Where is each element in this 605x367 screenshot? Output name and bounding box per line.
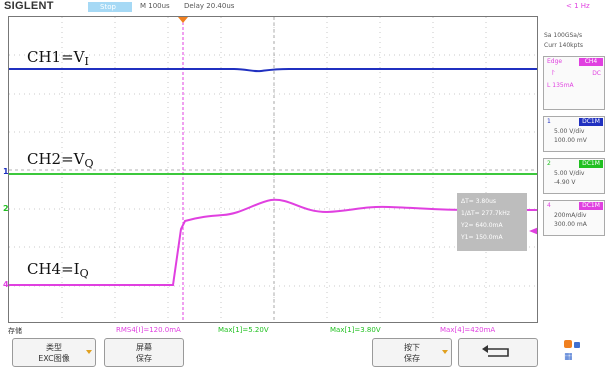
- brand-logo: SIGLENT: [4, 0, 54, 12]
- ch1-trace: [9, 68, 537, 73]
- ch2-settings-panel[interactable]: 2 DC1M 5.00 V/div -4.90 V: [543, 158, 605, 194]
- rising-edge-icon: ⨡: [552, 69, 555, 77]
- cursor-y2: Y2= 640.0mA: [461, 222, 503, 229]
- cursor-delta-t: ΔT= 3.80us: [461, 198, 496, 205]
- waveform-display[interactable]: CH1=VI CH2=VQ CH4=IQ ΔT= 3.80us 1/ΔT= 27…: [8, 16, 538, 323]
- ch1-coupling-tag: DC1M: [579, 118, 603, 126]
- ch4-coupling-tag: DC1M: [579, 202, 603, 210]
- softkey-screen-line2: 保存: [136, 354, 152, 363]
- trigger-position-marker: [178, 17, 188, 23]
- measurement-2: Max[1]=5.20V: [218, 326, 269, 334]
- ch2-scale: 5.00 V/div: [554, 170, 585, 177]
- mode-label: 存储: [8, 327, 22, 335]
- back-button[interactable]: [458, 338, 538, 367]
- softkey-type[interactable]: 类型 EXC图像: [12, 338, 96, 367]
- trigger-panel[interactable]: Edge CH4 ⨡ DC L 135mA: [543, 56, 605, 110]
- ch4-settings-panel[interactable]: 4 DC1M 200mA/div 300.00 mA: [543, 200, 605, 236]
- ch4-number: 4: [547, 202, 551, 209]
- timebase-readout[interactable]: M 100us: [140, 2, 170, 10]
- right-info-panel: Sa 100GSa/s Curr 140kpts Edge CH4 ⨡ DC L…: [542, 16, 605, 323]
- delay-readout[interactable]: Delay 20.40us: [184, 2, 235, 10]
- cursor-inverse-delta-t: 1/ΔT= 277.7kHz: [461, 210, 510, 217]
- ch4-trace: [9, 198, 537, 286]
- orange-indicator-icon: [564, 340, 572, 348]
- softkey-press-save[interactable]: 按下 保存: [372, 338, 452, 367]
- memory-depth: Curr 140kpts: [544, 42, 583, 49]
- ch1-scale: 5.00 V/div: [554, 128, 585, 135]
- softkey-screen-line1: 屏幕: [136, 343, 152, 352]
- softkey-type-line2: EXC图像: [38, 354, 70, 363]
- cursor-y1: Y1= 150.0mA: [461, 234, 503, 241]
- blue-indicator-icon: [574, 342, 580, 348]
- ch2-offset: -4.90 V: [554, 179, 576, 186]
- top-status-bar: SIGLENT Stop M 100us Delay 20.40us < 1 H…: [0, 0, 605, 13]
- trigger-type: Edge: [547, 58, 563, 65]
- measurement-4: Max[4]=420mA: [440, 326, 496, 334]
- measurement-3: Max[1]=3.80V: [330, 326, 381, 334]
- submenu-arrow-icon: [442, 350, 448, 354]
- menu-grid-icon: ▦: [564, 352, 573, 362]
- softkey-screen-save[interactable]: 屏幕 保存: [104, 338, 184, 367]
- submenu-arrow-icon: [86, 350, 92, 354]
- cursor-measurement-box: ΔT= 3.80us 1/ΔT= 277.7kHz Y2= 640.0mA Y1…: [457, 193, 527, 251]
- ch2-ground-marker[interactable]: 2: [3, 204, 9, 213]
- trigger-frequency: < 1 Hz: [566, 2, 590, 10]
- measurement-bar: 存储 RMS4[I]=120.0mA Max[1]=5.20V Max[1]=3…: [0, 326, 605, 336]
- softkey-bar: 类型 EXC图像 屏幕 保存 按下 保存 ▦: [0, 338, 605, 367]
- measurement-1: RMS4[I]=120.0mA: [116, 326, 181, 334]
- ch2-number: 2: [547, 160, 551, 167]
- return-arrow-icon: [482, 345, 509, 357]
- ch1-ground-marker[interactable]: 1: [3, 167, 9, 176]
- menu-corner-icons[interactable]: ▦: [550, 340, 600, 366]
- softkey-type-line1: 类型: [46, 343, 62, 352]
- trigger-source: CH4: [579, 58, 603, 66]
- ch4-label: CH4=IQ: [27, 260, 89, 280]
- ch1-number: 1: [547, 118, 551, 125]
- trigger-level: L 135mA: [547, 82, 574, 89]
- sample-rate: Sa 100GSa/s: [544, 32, 583, 39]
- ch4-scale: 200mA/div: [554, 212, 587, 219]
- ch1-label: CH1=VI: [27, 48, 89, 68]
- ch2-label: CH2=VQ: [27, 150, 94, 170]
- softkey-press-line1: 按下: [404, 343, 420, 352]
- ch1-offset: 100.00 mV: [554, 137, 587, 144]
- run-stop-badge[interactable]: Stop: [88, 2, 132, 12]
- softkey-press-line2: 保存: [404, 354, 420, 363]
- ch4-level-marker: [529, 227, 537, 235]
- ch4-offset: 300.00 mA: [554, 221, 587, 228]
- ch4-ground-marker[interactable]: 4: [3, 280, 9, 289]
- graticule-and-traces: [9, 17, 537, 322]
- ch2-coupling-tag: DC1M: [579, 160, 603, 168]
- trigger-coupling: DC: [592, 70, 601, 77]
- ch1-settings-panel[interactable]: 1 DC1M 5.00 V/div 100.00 mV: [543, 116, 605, 152]
